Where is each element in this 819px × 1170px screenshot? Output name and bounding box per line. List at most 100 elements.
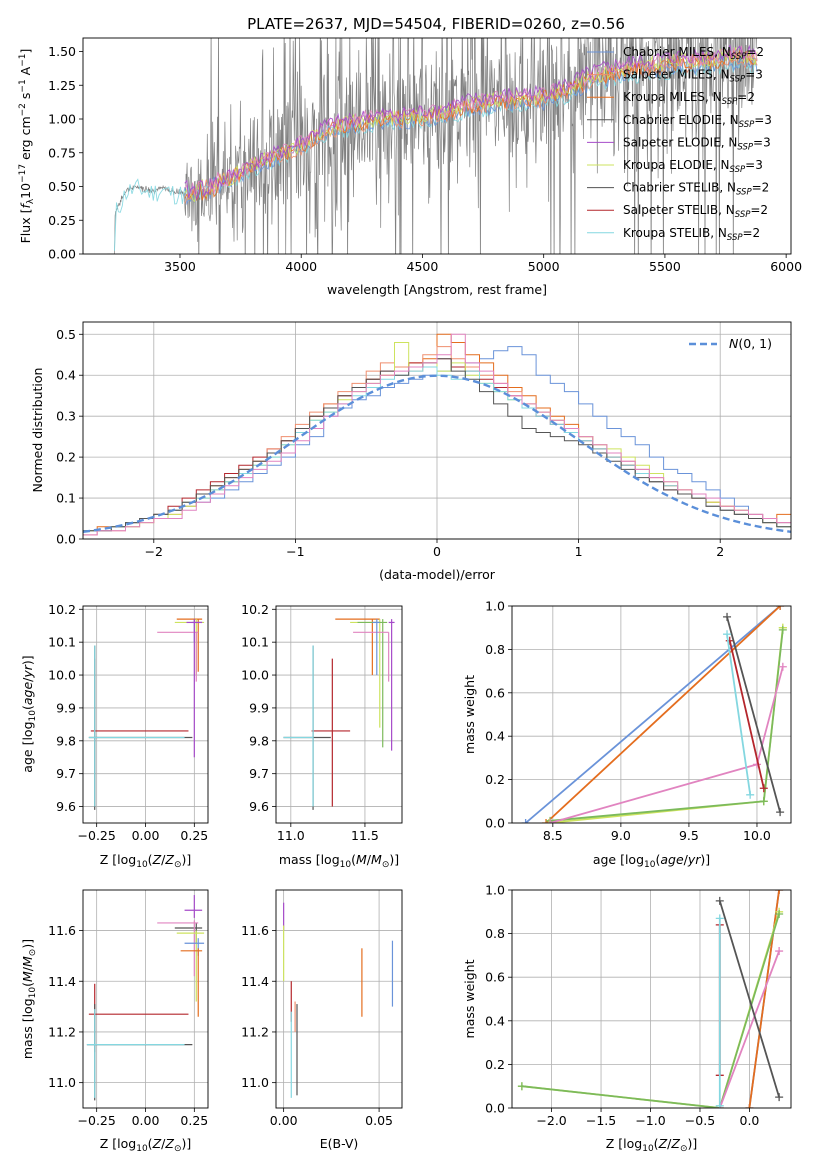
weight-line <box>726 634 752 795</box>
spectrum-chart: 3500 4000 4500 5000 5500 6000 0.00 0.25 0.50 0.75… <box>18 37 802 297</box>
x-tick-label: 4500 <box>407 259 439 274</box>
weight-marker <box>759 797 768 806</box>
x-tick-label: 5000 <box>528 259 560 274</box>
model-spectrum-line <box>184 45 758 199</box>
age-vs-metallicity-chart: −0.25 0.00 0.25 9.6 9.7 9.8 9.9 10.0 10.1 10.2 Z [… <box>20 602 209 870</box>
x-tick-label: 0.25 <box>180 828 208 843</box>
x-tick-label: 0 <box>433 544 441 559</box>
x-tick-label: −2 <box>145 544 163 559</box>
mass-weight-vs-age-chart: 8.5 9.0 9.5 10.0 0.0 0.2 0.4 0.6 0.8 1.0 mass weig… <box>462 599 792 870</box>
legend-label: Salpeter ELODIE, NSSP=3 <box>623 135 771 152</box>
y-tick-label: 9.7 <box>56 766 76 781</box>
y-tick-label: 0.00 <box>48 247 76 262</box>
x-tick-label: 4000 <box>285 259 317 274</box>
y-tick-label: 0.3 <box>56 409 76 424</box>
model-spectrum-line <box>184 49 758 202</box>
y-tick-label: 0.5 <box>56 327 76 342</box>
weight-marker <box>715 914 724 923</box>
y-tick-label: 0.4 <box>485 1013 505 1028</box>
age-vs-mass-chart: 11.0 11.5 9.6 9.7 9.8 9.9 10.0 10.1 10.2 mass [lo… <box>241 602 403 870</box>
axes-frame <box>275 605 403 824</box>
y-tick-label: 9.7 <box>249 766 269 781</box>
weight-line <box>728 640 765 789</box>
weight-marker <box>521 819 530 823</box>
y-tick-label: 0.4 <box>485 729 505 744</box>
y-tick-label: 10.0 <box>241 668 269 683</box>
y-tick-label: 1.0 <box>485 599 505 614</box>
y-tick-label: 11.6 <box>241 923 269 938</box>
weight-marker <box>759 784 768 793</box>
legend-label: Kroupa MILES, NSSP=2 <box>623 90 755 107</box>
mass-vs-metallicity-chart: −0.25 0.00 0.25 11.0 11.2 11.4 11.6 Z [log10(Z/… <box>20 889 209 1154</box>
weight-marker <box>723 612 732 621</box>
weight-marker <box>546 819 555 823</box>
x-tick-label: 0.05 <box>365 1113 393 1128</box>
axis-label: Z [log10(Z/Z⊙)] <box>100 852 192 870</box>
y-tick-label: 1.0 <box>485 883 505 898</box>
y-tick-label: 9.6 <box>56 799 76 814</box>
weight-marker <box>542 819 551 823</box>
y-tick-label: 11.4 <box>241 974 269 989</box>
y-tick-label: 11.0 <box>241 1075 269 1090</box>
axis-label: mass [log10(M/M⊙)] <box>279 852 399 870</box>
y-axis-label: mass weight <box>462 959 477 1038</box>
x-tick-label: 11.0 <box>277 828 305 843</box>
spectrum-lines <box>107 38 758 254</box>
axes-frame <box>82 889 209 1109</box>
y-tick-label: 10.0 <box>48 668 76 683</box>
x-tick-label: 0.00 <box>270 1113 298 1128</box>
y-tick-label: 0.2 <box>56 450 76 465</box>
x-tick-label: 6000 <box>770 259 802 274</box>
x-axis-label: E(B-V) <box>320 1136 359 1151</box>
x-tick-label: −0.25 <box>78 828 116 843</box>
x-tick-label: 8.5 <box>543 828 563 843</box>
axis-label: age [log10(age/yr)] <box>20 655 38 772</box>
weight-line <box>521 913 780 1108</box>
x-tick-label: 10.0 <box>743 828 771 843</box>
y-tick-label: 10.1 <box>48 635 76 650</box>
residual-histogram-chart: −2 −1 0 1 2 0.0 0.1 0.2 0.3 0.4 0.5 (data-model)/er… <box>30 321 792 582</box>
weight-marker <box>778 625 787 634</box>
y-axis-label: mass weight <box>462 675 477 754</box>
legend-label: Chabrier ELODIE, NSSP=3 <box>623 113 772 130</box>
x-tick-label: 0.25 <box>180 1113 208 1128</box>
model-spectrum-line <box>114 56 758 251</box>
x-axis-label: (data-model)/error <box>379 567 496 582</box>
weight-marker <box>775 890 784 894</box>
x-tick-label: −1 <box>286 544 304 559</box>
x-tick-label: 3500 <box>164 259 196 274</box>
y-tick-label: 0.8 <box>485 926 505 941</box>
y-tick-label: 9.9 <box>56 700 76 715</box>
x-tick-label: 5500 <box>649 259 681 274</box>
y-tick-label: 11.4 <box>48 974 76 989</box>
y-tick-label: 0.1 <box>56 491 76 506</box>
weight-line <box>718 900 780 1098</box>
y-tick-label: 9.8 <box>56 733 76 748</box>
y-tick-label: 0.6 <box>485 685 505 700</box>
weight-marker <box>723 630 732 639</box>
histograms <box>83 333 791 539</box>
x-tick-label: −1.5 <box>586 1113 616 1128</box>
y-tick-label: 0.75 <box>48 145 76 160</box>
y-tick-label: 0.6 <box>485 970 505 985</box>
axes-frame <box>511 889 792 1109</box>
y-tick-label: 0.0 <box>56 532 76 547</box>
y-tick-label: 10.2 <box>48 602 76 617</box>
y-tick-label: 11.6 <box>48 923 76 938</box>
legend: Chabrier MILES, NSSP=2 Salpeter MILES, NS… <box>587 45 772 243</box>
y-tick-label: 11.0 <box>48 1075 76 1090</box>
weight-marker <box>775 909 784 918</box>
weight-line <box>549 666 784 823</box>
axes-frame <box>275 889 403 1109</box>
y-tick-label: 0.2 <box>485 1057 505 1072</box>
error-bars <box>86 895 205 1101</box>
legend-label: Chabrier STELIB, NSSP=2 <box>623 181 769 198</box>
legend-label: Kroupa ELODIE, NSSP=3 <box>623 158 763 175</box>
histogram-step-line <box>83 333 791 539</box>
y-tick-label: 0.8 <box>485 642 505 657</box>
mass-weight-vs-metallicity-chart: −2.0 −1.5 −1.0 −0.5 0.0 0.0 0.2 0.4 0.6 0.8 1.0 mas… <box>462 883 792 1154</box>
weight-lines <box>521 606 787 823</box>
figure-title: PLATE=2637, MJD=54504, FIBERID=0260, z=0… <box>247 15 625 33</box>
weight-marker <box>517 1082 526 1091</box>
error-bars <box>283 902 394 1098</box>
